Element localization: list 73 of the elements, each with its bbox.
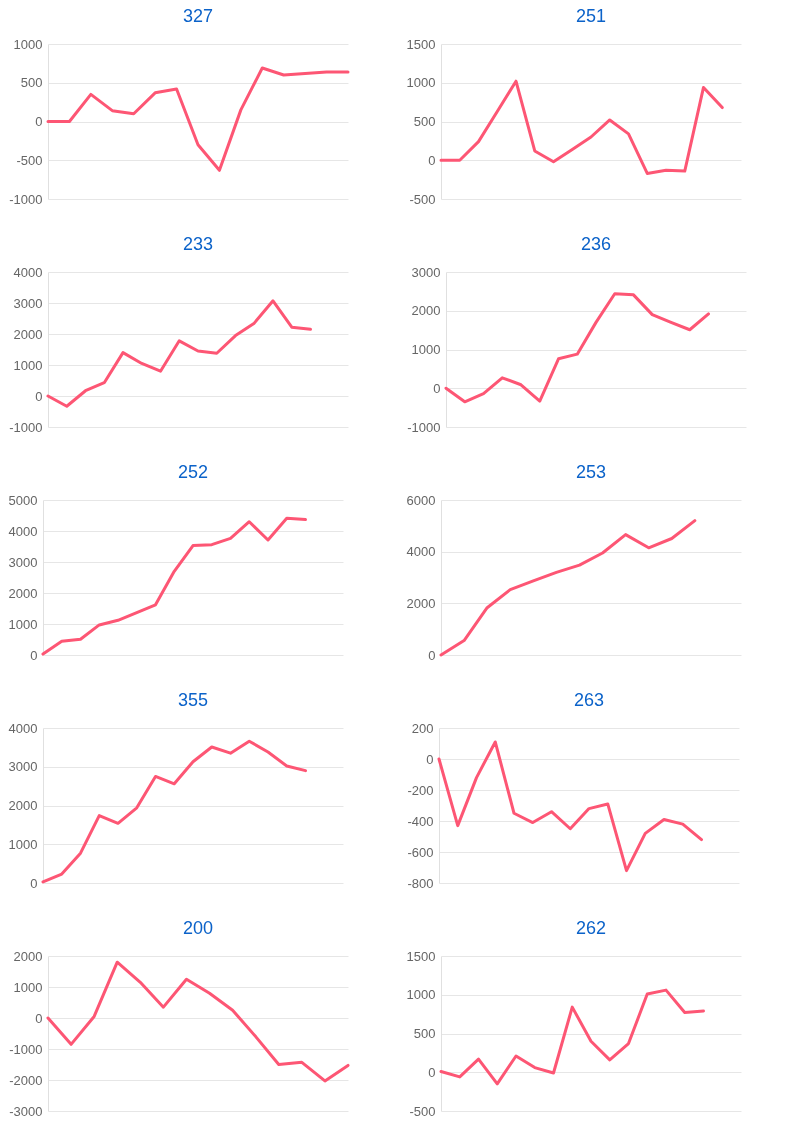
y-tick-label: 4000 xyxy=(8,523,38,539)
y-tick-label: 2000 xyxy=(13,948,43,964)
y-tick-label: 0 xyxy=(426,751,434,767)
y-tick-label: 0 xyxy=(35,1010,43,1026)
line-series xyxy=(46,960,350,1083)
y-tick-label: 0 xyxy=(428,647,436,663)
line-series xyxy=(41,516,307,656)
y-tick-label: 3000 xyxy=(13,295,43,311)
chart-title: 262 xyxy=(575,918,607,938)
y-tick-label: -500 xyxy=(16,152,43,168)
chart-title: 263 xyxy=(573,690,605,710)
chart-title: 355 xyxy=(177,690,209,710)
y-tick-label: -1000 xyxy=(9,191,43,207)
line-series xyxy=(437,740,703,873)
line-series xyxy=(46,299,312,408)
y-tick-label: 1000 xyxy=(406,987,436,1003)
line-series xyxy=(439,988,705,1086)
chart-title: 236 xyxy=(580,234,612,254)
y-tick-label: 0 xyxy=(35,114,43,129)
chart-title: 233 xyxy=(182,234,214,254)
y-tick-label: 3000 xyxy=(411,264,441,280)
y-tick-label: 0 xyxy=(30,647,38,663)
y-tick-label: -1000 xyxy=(9,419,43,435)
y-tick-label: 1000 xyxy=(411,342,441,357)
chart-title: 251 xyxy=(575,6,607,26)
y-tick-label: 200 xyxy=(411,720,434,736)
y-tick-label: 3000 xyxy=(8,554,38,570)
y-tick-label: 4000 xyxy=(13,264,43,280)
y-tick-label: 2000 xyxy=(406,595,436,611)
y-tick-label: 500 xyxy=(413,114,436,129)
y-tick-label: -500 xyxy=(409,191,436,207)
line-series xyxy=(439,519,697,657)
line-series xyxy=(46,66,350,172)
y-tick-label: 1000 xyxy=(13,357,43,373)
y-tick-label: -2000 xyxy=(9,1072,43,1088)
y-tick-label: 1500 xyxy=(406,36,436,52)
chart-title: 327 xyxy=(182,6,214,26)
y-tick-label: 500 xyxy=(413,1026,436,1041)
y-tick-label: -800 xyxy=(407,875,434,891)
y-tick-label: 1500 xyxy=(406,948,436,964)
y-tick-label: 2000 xyxy=(8,798,38,813)
y-tick-label: 3000 xyxy=(8,759,38,775)
y-tick-label: 5000 xyxy=(8,492,38,508)
y-tick-label: 4000 xyxy=(406,544,436,560)
y-tick-label: 1000 xyxy=(13,36,43,52)
y-tick-label: -600 xyxy=(407,844,434,860)
y-tick-label: 500 xyxy=(20,75,43,91)
line-series xyxy=(439,79,724,175)
y-tick-label: 0 xyxy=(433,380,441,396)
y-tick-label: -500 xyxy=(409,1103,436,1119)
y-tick-label: 2000 xyxy=(8,585,38,601)
y-tick-label: 0 xyxy=(428,152,436,168)
y-tick-label: 1000 xyxy=(8,616,38,632)
y-tick-label: 1000 xyxy=(406,75,436,91)
y-tick-label: -1000 xyxy=(9,1041,43,1057)
chart-title: 253 xyxy=(575,462,607,482)
y-tick-label: 6000 xyxy=(406,492,436,508)
line-series xyxy=(444,292,710,404)
chart-title: 200 xyxy=(182,918,214,938)
y-tick-label: -3000 xyxy=(9,1103,43,1119)
y-tick-label: 4000 xyxy=(8,720,38,736)
y-tick-label: 2000 xyxy=(411,303,441,319)
y-tick-label: 1000 xyxy=(13,979,43,995)
y-tick-label: 0 xyxy=(30,875,38,891)
y-tick-label: 0 xyxy=(35,388,43,404)
chart-title: 252 xyxy=(177,462,209,482)
y-tick-label: 2000 xyxy=(13,326,43,342)
y-tick-label: 1000 xyxy=(8,836,38,852)
y-tick-label: -400 xyxy=(407,813,434,829)
line-series xyxy=(41,739,307,884)
y-tick-label: 0 xyxy=(428,1064,436,1080)
y-tick-label: -200 xyxy=(407,782,434,798)
y-tick-label: -1000 xyxy=(407,419,441,435)
